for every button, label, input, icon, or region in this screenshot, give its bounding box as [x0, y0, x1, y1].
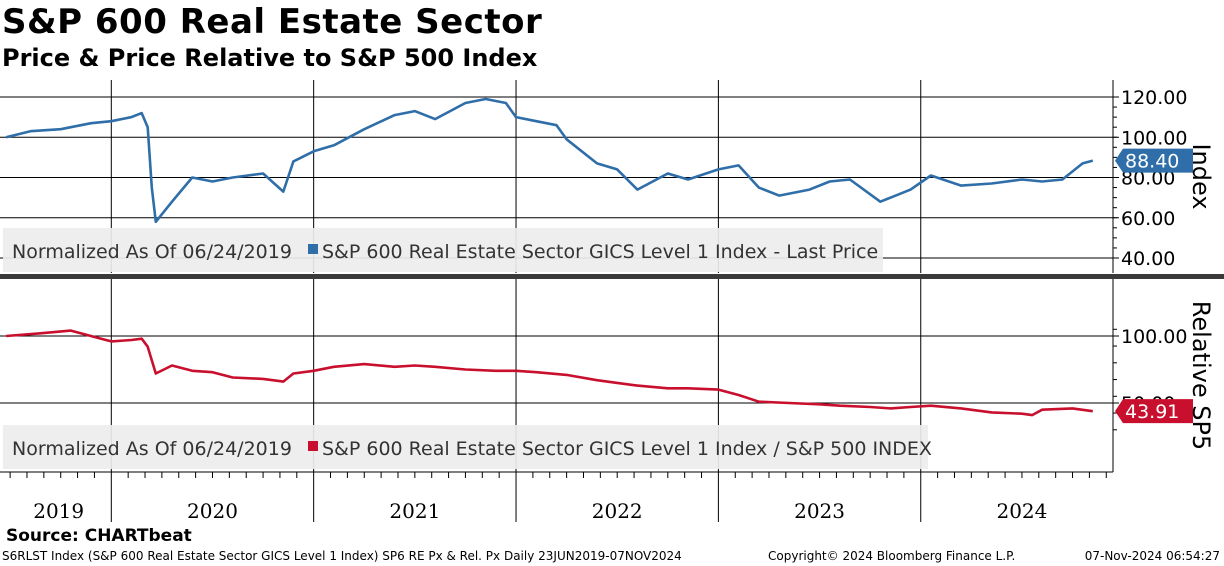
footer-timestamp: 07-Nov-2024 06:54:27: [1084, 549, 1220, 563]
legend-series-name-top: S&P 600 Real Estate Sector GICS Level 1 …: [322, 241, 878, 263]
legend-box-bottom: [3, 425, 928, 469]
series-line-top: [5, 97, 1094, 224]
y-tick-label-top: 40.00: [1121, 248, 1175, 270]
last-value-label-top: 88.40: [1125, 151, 1179, 173]
last-value-label-bottom: 43.91: [1125, 401, 1179, 423]
x-tick-label: 2024: [996, 499, 1047, 523]
legend-note-top: Normalized As Of 06/24/2019: [12, 241, 292, 263]
x-tick-label: 2021: [389, 499, 440, 523]
chart-subtitle: Price & Price Relative to S&P 500 Index: [2, 44, 538, 72]
legend-swatch-top: [308, 244, 318, 254]
y-axis-title-top: Index: [1187, 143, 1215, 209]
x-tick-label: 2020: [187, 499, 238, 523]
legend-box-top: [3, 228, 883, 272]
series-line-bottom: [5, 329, 1093, 417]
last-value-tag-bottom: [1115, 399, 1193, 424]
x-tick-label: 2022: [592, 499, 643, 523]
panel-separator: [0, 274, 1224, 279]
source-note: Source: CHARTbeat: [6, 526, 192, 546]
legend-note-bottom: Normalized As Of 06/24/2019: [12, 438, 292, 460]
chart-title: S&P 600 Real Estate Sector: [2, 2, 543, 42]
legend-series-name-bottom: S&P 600 Real Estate Sector GICS Level 1 …: [322, 438, 932, 460]
y-tick-label-bottom: 100.00: [1121, 326, 1187, 348]
y-tick-label-top: 100.00: [1121, 127, 1187, 149]
x-tick-label: 2019: [33, 499, 84, 523]
y-tick-label-top: 80.00: [1121, 168, 1175, 190]
y-tick-label-top: 120.00: [1121, 87, 1187, 109]
x-tick-label: 2023: [794, 499, 845, 523]
footer-copyright: Copyright© 2024 Bloomberg Finance L.P.: [768, 549, 1016, 563]
footer-description: S6RLST Index (S&P 600 Real Estate Sector…: [2, 549, 682, 563]
legend-swatch-bottom: [308, 441, 318, 451]
last-value-tag-top: [1115, 148, 1193, 173]
y-tick-label-top: 60.00: [1121, 208, 1175, 230]
y-axis-title-bottom: Relative SP5: [1187, 301, 1215, 450]
